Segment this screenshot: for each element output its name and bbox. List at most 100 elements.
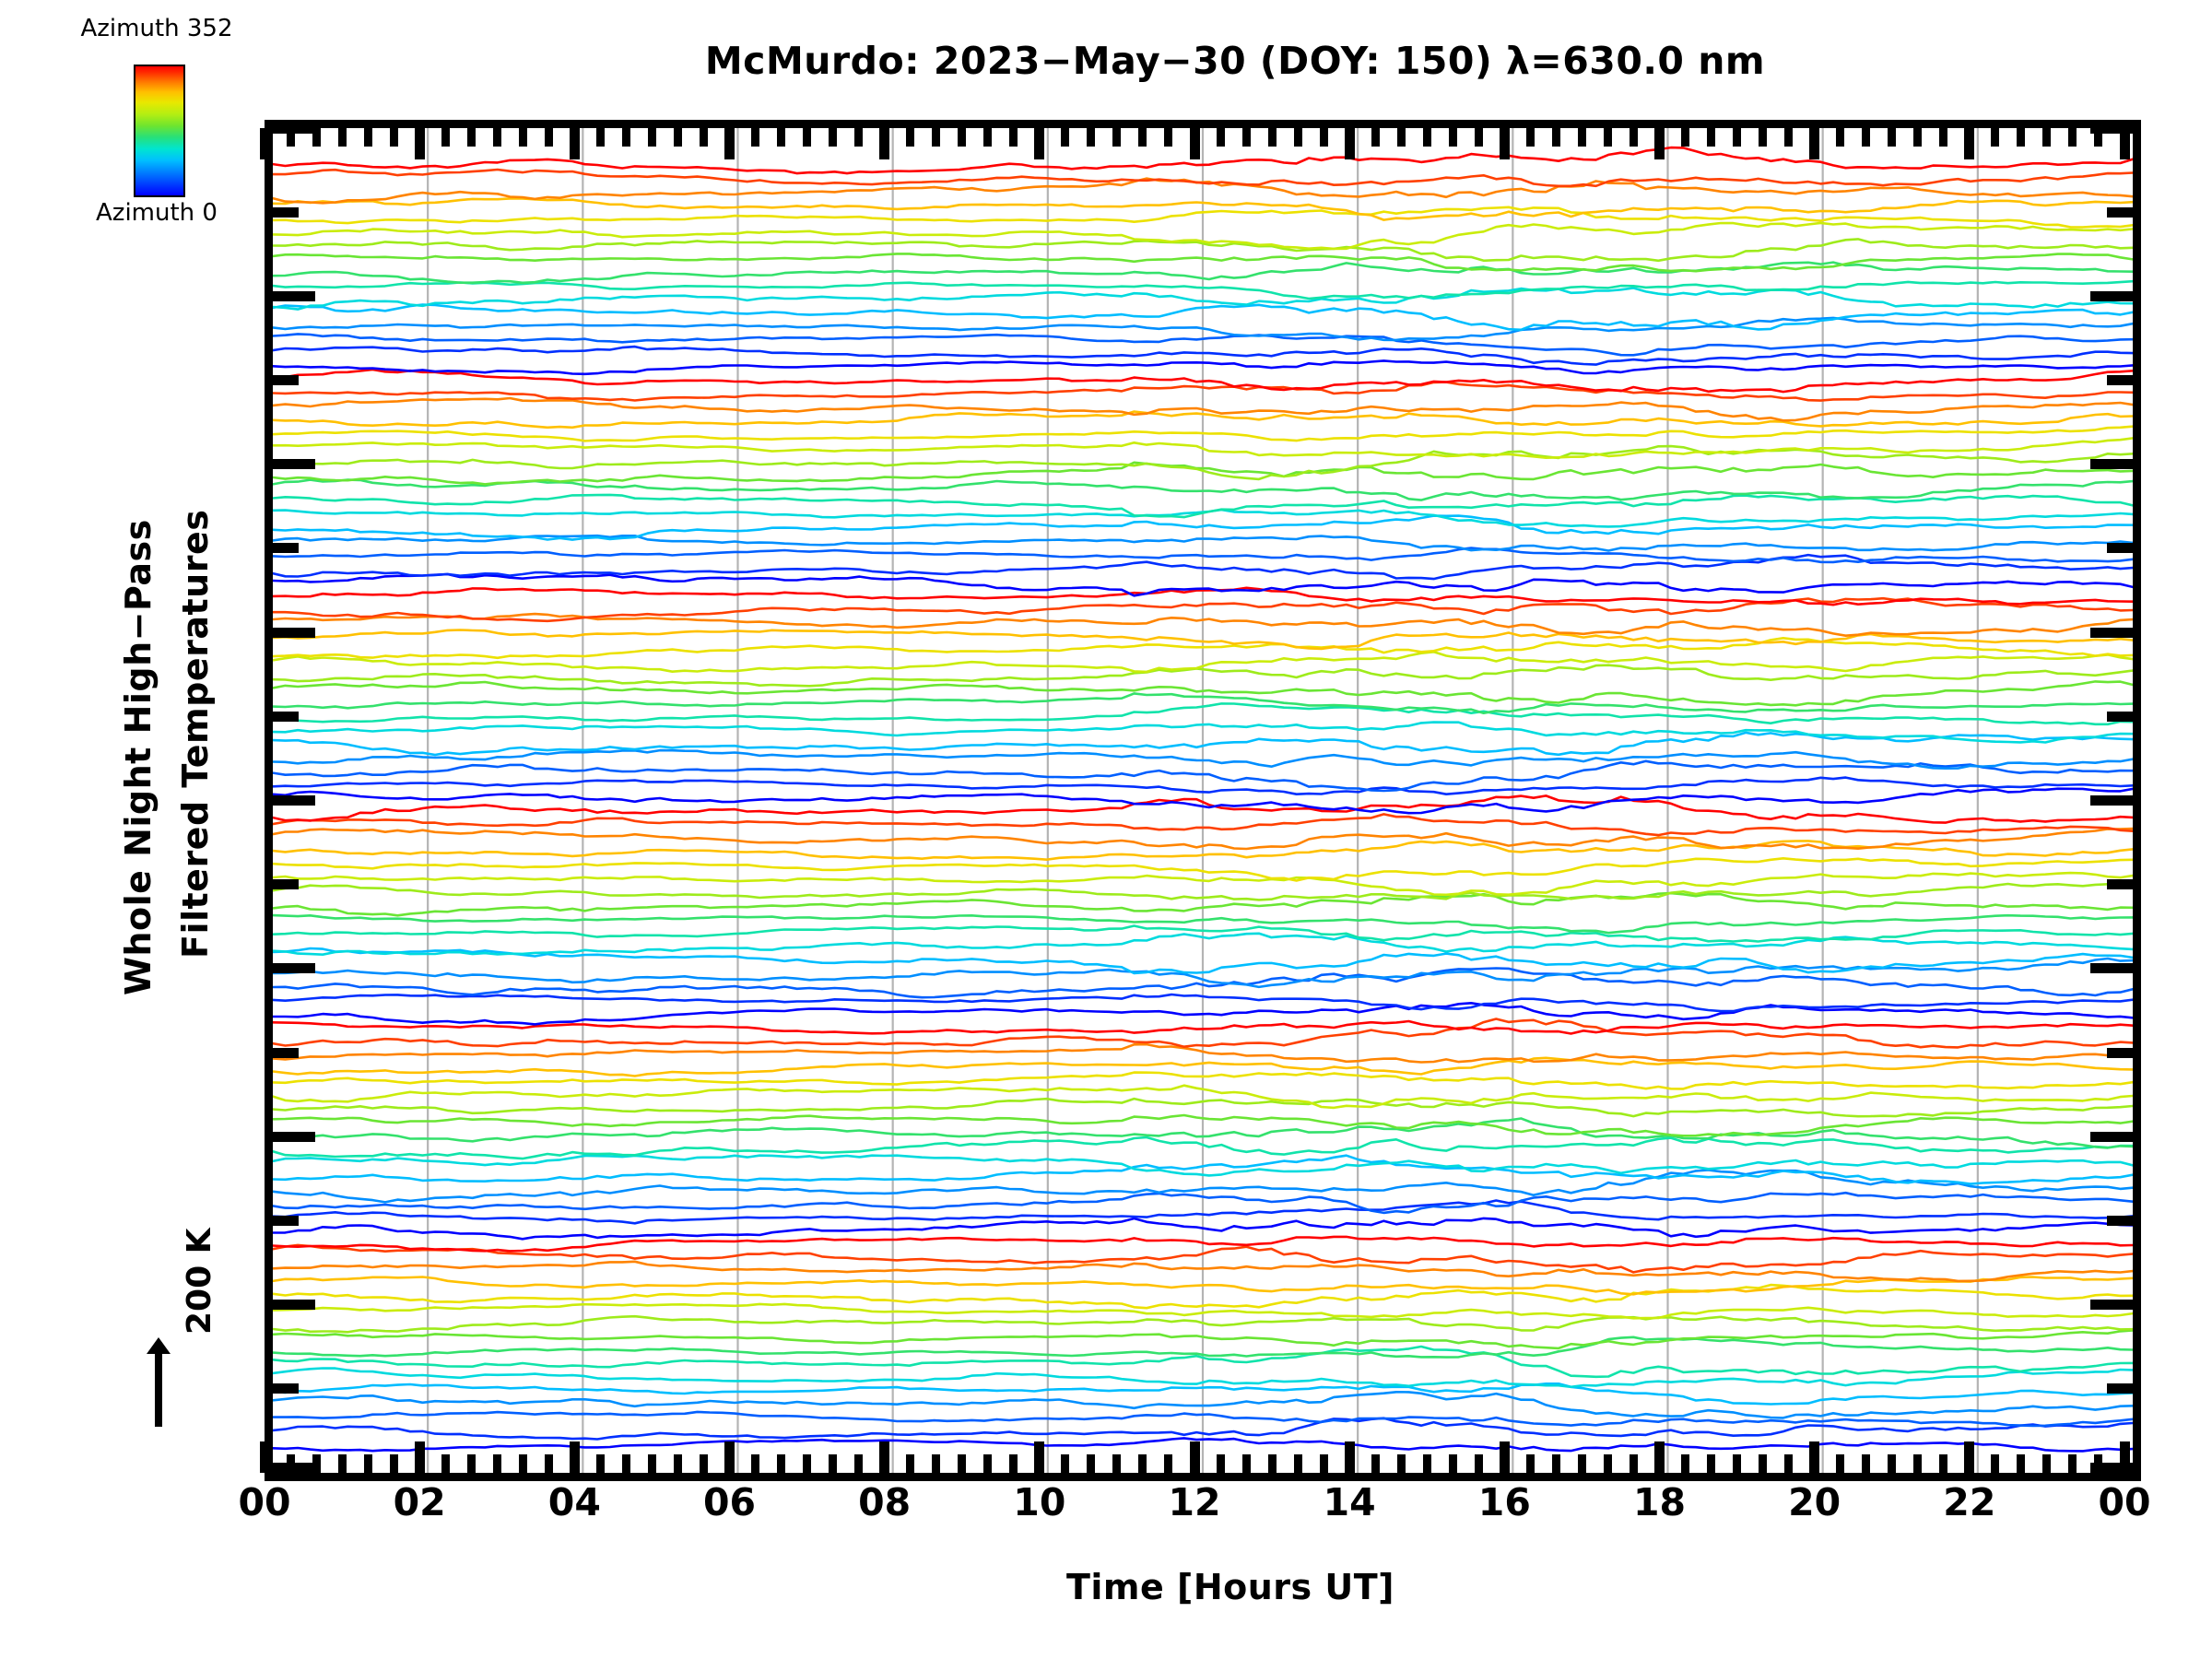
trace-line (273, 596, 2133, 623)
x-minor-tick-bottom (1009, 1454, 1018, 1473)
trace-line (273, 651, 2133, 674)
trace-line (273, 444, 2133, 481)
trace-line (273, 947, 2133, 975)
x-minor-tick-bottom (2017, 1454, 2026, 1473)
chart-title-text: McMurdo: 2023−May−30 (DOY: 150) λ=630.0 … (704, 39, 1766, 83)
x-minor-tick-top (932, 128, 941, 147)
trace-line (273, 1217, 2133, 1241)
y-major-tick-left (273, 963, 315, 974)
x-minor-tick-top (337, 128, 347, 147)
trace-line (273, 1283, 2133, 1310)
x-tick-label: 16 (1477, 1480, 1531, 1524)
trace-line (273, 721, 2133, 744)
x-minor-tick-top (1577, 128, 1586, 147)
x-tick-label: 00 (238, 1480, 291, 1524)
x-minor-tick-bottom (932, 1454, 941, 1473)
y-major-tick-right (2090, 963, 2133, 974)
x-major-tick-bottom (1344, 1441, 1355, 1473)
x-minor-tick-bottom (621, 1454, 630, 1473)
x-minor-tick-top (1862, 128, 1871, 147)
x-minor-tick-bottom (492, 1454, 501, 1473)
trace-line (273, 1367, 2133, 1389)
y-minor-tick-right (2107, 375, 2133, 386)
y-minor-tick-left (273, 1215, 299, 1226)
trace-line (273, 359, 2133, 376)
y-major-tick-left (273, 1300, 315, 1311)
y-major-tick-right (2090, 627, 2133, 638)
y-minor-tick-left (273, 1383, 299, 1394)
trace-line (273, 629, 2133, 651)
trace-line (273, 206, 2133, 229)
x-tick-label: 06 (702, 1480, 757, 1524)
x-minor-tick-top (544, 128, 553, 147)
y-minor-tick-left (273, 1047, 299, 1058)
x-major-tick-top (724, 128, 735, 159)
x-minor-tick-bottom (1577, 1454, 1586, 1473)
x-minor-tick-top (1371, 128, 1380, 147)
x-minor-tick-top (1733, 128, 1742, 147)
trace-line (273, 1199, 2133, 1225)
x-minor-tick-bottom (1267, 1454, 1277, 1473)
trace-line (273, 197, 2133, 221)
trace-line (273, 924, 2133, 943)
x-minor-tick-bottom (441, 1454, 450, 1473)
x-minor-tick-top (1061, 128, 1070, 147)
x-minor-tick-top (1009, 128, 1018, 147)
trace-line (273, 368, 2133, 394)
y-minor-tick-right (2107, 1383, 2133, 1394)
y-major-tick-right (2090, 459, 2133, 470)
trace-line (273, 1235, 2133, 1253)
x-minor-tick-bottom (1913, 1454, 1923, 1473)
trace-line (273, 1097, 2133, 1118)
traces-container (273, 128, 2133, 1473)
x-minor-tick-top (958, 128, 967, 147)
x-minor-tick-bottom (337, 1454, 347, 1473)
x-minor-tick-top (312, 128, 321, 147)
x-minor-tick-top (1836, 128, 1845, 147)
trace-line (273, 1002, 2133, 1026)
x-minor-tick-bottom (518, 1454, 527, 1473)
x-minor-tick-bottom (544, 1454, 553, 1473)
trace-line (273, 1329, 2133, 1350)
y-minor-tick-right (2107, 879, 2133, 890)
x-minor-tick-top (466, 128, 476, 147)
trace-line (273, 1056, 2133, 1077)
y-major-tick-right (2090, 1463, 2133, 1473)
x-minor-tick-top (1138, 128, 1147, 147)
trace-line (273, 1335, 2133, 1359)
trace-line (273, 913, 2133, 935)
x-tick-label: 00 (2098, 1480, 2151, 1524)
trace-line (273, 891, 2133, 917)
x-minor-tick-top (1216, 128, 1225, 147)
trace-line (273, 261, 2133, 285)
x-minor-tick-top (441, 128, 450, 147)
trace-line (273, 1302, 2133, 1320)
x-minor-tick-bottom (1112, 1454, 1122, 1473)
trace-line (273, 547, 2133, 564)
x-minor-tick-bottom (1061, 1454, 1070, 1473)
x-minor-tick-bottom (983, 1454, 993, 1473)
x-tick-label: 12 (1168, 1480, 1221, 1524)
y-major-tick-left (273, 1463, 315, 1473)
x-tick-label: 04 (547, 1480, 601, 1524)
trace-line (273, 345, 2133, 366)
x-minor-tick-bottom (647, 1454, 656, 1473)
x-minor-tick-top (1112, 128, 1122, 147)
trace-line (273, 1154, 2133, 1177)
x-minor-tick-top (286, 128, 295, 147)
trace-line (273, 221, 2133, 251)
x-minor-tick-top (1629, 128, 1638, 147)
y-major-tick-left (273, 795, 315, 806)
x-minor-tick-top (1267, 128, 1277, 147)
x-minor-tick-bottom (363, 1454, 372, 1473)
y-major-tick-right (2090, 290, 2133, 301)
trace-line (273, 316, 2133, 342)
trace-line (273, 238, 2133, 263)
x-major-tick-top (879, 128, 890, 159)
x-minor-tick-top (1551, 128, 1560, 147)
x-minor-tick-bottom (1551, 1454, 1560, 1473)
x-minor-tick-top (595, 128, 605, 147)
x-major-tick-top (2119, 128, 2130, 159)
x-minor-tick-top (492, 128, 501, 147)
